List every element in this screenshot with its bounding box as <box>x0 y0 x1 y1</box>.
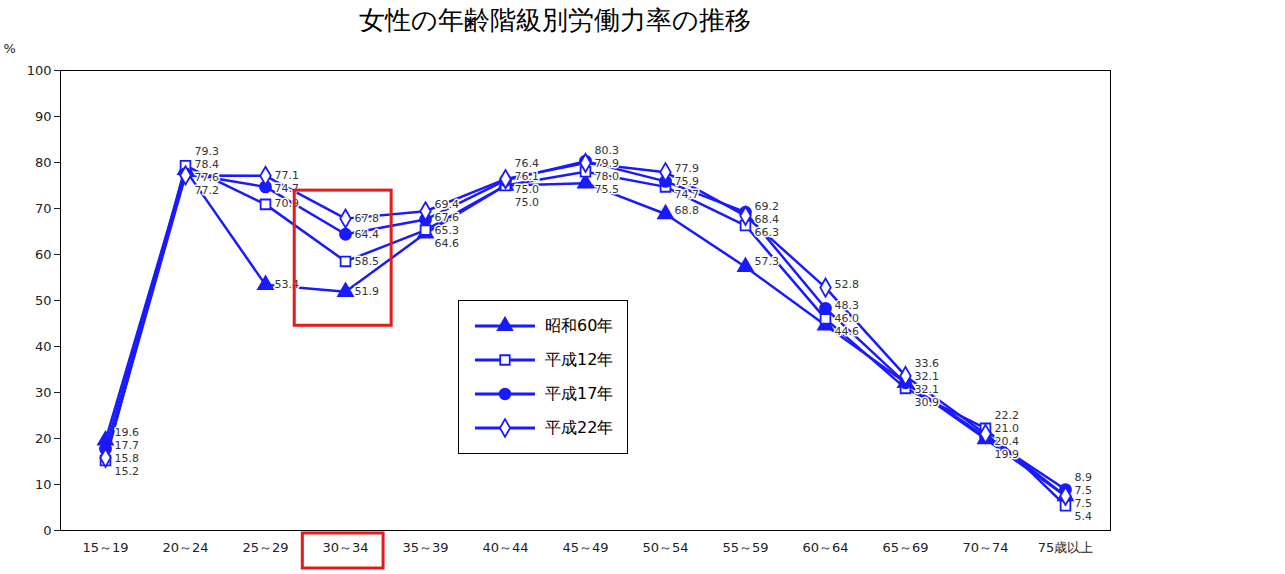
svg-text:76.4: 76.4 <box>515 157 540 170</box>
svg-text:79.3: 79.3 <box>195 145 220 158</box>
svg-text:78.0: 78.0 <box>595 170 620 183</box>
svg-text:15.8: 15.8 <box>115 452 140 465</box>
svg-text:60: 60 <box>35 247 52 262</box>
svg-text:66.3: 66.3 <box>755 226 780 239</box>
svg-text:70.9: 70.9 <box>274 197 299 211</box>
svg-text:35～39: 35～39 <box>402 540 448 555</box>
svg-text:19.9: 19.9 <box>995 447 1020 460</box>
svg-text:7.5: 7.5 <box>1075 497 1093 510</box>
svg-text:74.7: 74.7 <box>675 188 700 201</box>
svg-text:67.6: 67.6 <box>435 211 460 224</box>
svg-text:44.6: 44.6 <box>835 325 860 338</box>
svg-text:22.2: 22.2 <box>995 408 1020 421</box>
svg-text:68.4: 68.4 <box>755 213 780 226</box>
svg-text:%: % <box>4 41 16 56</box>
svg-text:76.1: 76.1 <box>515 170 540 183</box>
svg-text:77.2: 77.2 <box>195 184 220 197</box>
svg-text:78.4: 78.4 <box>195 158 220 171</box>
svg-text:46.0: 46.0 <box>835 312 860 325</box>
svg-text:69.2: 69.2 <box>755 200 780 213</box>
html-text:平成12年: 平成12年 <box>545 349 614 369</box>
svg-text:50～54: 50～54 <box>642 540 688 555</box>
svg-text:75歳以上: 75歳以上 <box>1038 540 1094 555</box>
svg-text:70: 70 <box>35 201 52 216</box>
svg-text:8.9: 8.9 <box>1075 471 1093 484</box>
svg-text:20～24: 20～24 <box>162 540 208 555</box>
svg-text:51.9: 51.9 <box>355 285 380 298</box>
svg-text:77.6: 77.6 <box>195 171 220 184</box>
svg-text:15～19: 15～19 <box>82 540 128 555</box>
svg-text:32.1: 32.1 <box>915 383 940 396</box>
svg-text:50: 50 <box>35 293 52 308</box>
svg-text:58.5: 58.5 <box>355 255 380 268</box>
svg-text:10: 10 <box>35 477 52 492</box>
svg-text:20.4: 20.4 <box>995 434 1020 447</box>
svg-text:32.1: 32.1 <box>915 370 940 383</box>
svg-text:17.7: 17.7 <box>115 439 140 452</box>
svg-text:48.3: 48.3 <box>835 299 860 312</box>
svg-text:75.0: 75.0 <box>515 196 540 209</box>
svg-text:45～49: 45～49 <box>562 540 608 555</box>
svg-text:74.7: 74.7 <box>274 181 299 195</box>
svg-text:77.9: 77.9 <box>675 162 700 175</box>
svg-text:68.8: 68.8 <box>675 204 700 217</box>
svg-text:65.3: 65.3 <box>435 224 460 237</box>
svg-text:75.9: 75.9 <box>675 175 700 188</box>
svg-text:90: 90 <box>35 109 52 124</box>
svg-text:20: 20 <box>35 431 52 446</box>
svg-text:77.1: 77.1 <box>275 169 300 182</box>
svg-text:52.8: 52.8 <box>835 278 860 291</box>
svg-text:53.4: 53.4 <box>274 277 299 291</box>
svg-text:75.0: 75.0 <box>515 183 540 196</box>
svg-text:75.5: 75.5 <box>595 183 620 196</box>
svg-text:69.4: 69.4 <box>435 198 460 211</box>
svg-text:21.0: 21.0 <box>995 421 1020 434</box>
svg-text:57.3: 57.3 <box>755 255 780 268</box>
svg-text:40～44: 40～44 <box>482 540 528 555</box>
svg-text:15.2: 15.2 <box>115 465 140 478</box>
svg-text:5.4: 5.4 <box>1075 510 1093 523</box>
svg-text:65～69: 65～69 <box>882 540 928 555</box>
svg-text:80.3: 80.3 <box>595 144 620 157</box>
svg-text:30.9: 30.9 <box>915 396 940 409</box>
svg-text:55～59: 55～59 <box>722 540 768 555</box>
svg-text:64.6: 64.6 <box>435 237 460 250</box>
svg-text:25～29: 25～29 <box>242 540 288 555</box>
svg-text:100: 100 <box>27 63 52 78</box>
svg-text:19.6: 19.6 <box>115 426 140 439</box>
svg-text:70～74: 70～74 <box>962 540 1008 555</box>
svg-text:64.4: 64.4 <box>355 228 380 241</box>
html-text:平成22年: 平成22年 <box>545 417 614 437</box>
svg-text:30: 30 <box>35 385 52 400</box>
svg-text:40: 40 <box>35 339 52 354</box>
svg-text:79.9: 79.9 <box>595 157 620 170</box>
html-text:女性の年齢階級別労働力率の推移: 女性の年齢階級別労働力率の推移 <box>359 5 751 35</box>
svg-text:0: 0 <box>43 523 51 538</box>
html-text:昭和60年: 昭和60年 <box>545 315 614 335</box>
svg-text:7.5: 7.5 <box>1075 484 1093 497</box>
svg-text:33.6: 33.6 <box>915 357 940 370</box>
svg-text:67.8: 67.8 <box>355 212 380 225</box>
svg-text:30～34: 30～34 <box>322 540 368 555</box>
html-text:平成17年: 平成17年 <box>545 383 614 403</box>
svg-text:60～64: 60～64 <box>802 540 848 555</box>
svg-text:80: 80 <box>35 155 52 170</box>
